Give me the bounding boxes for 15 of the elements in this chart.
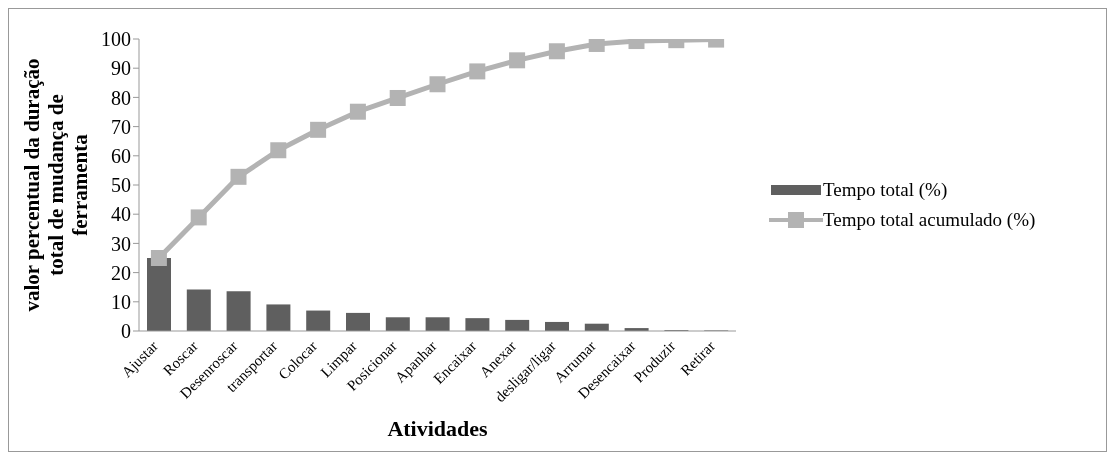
y-tick-label: 20 bbox=[111, 261, 131, 284]
y-tick-label: 100 bbox=[101, 28, 131, 51]
y-tick-label: 10 bbox=[111, 290, 131, 313]
y-tick-label: 60 bbox=[111, 144, 131, 167]
y-axis-title: valor percentual da duração total de mudança de ferramenta bbox=[20, 58, 92, 312]
y-tick-label: 80 bbox=[111, 86, 131, 109]
y-tick-label: 70 bbox=[111, 115, 131, 138]
y-tick-label: 90 bbox=[111, 57, 131, 80]
y-tick-label: 0 bbox=[121, 320, 131, 343]
y-tick-label: 50 bbox=[111, 174, 131, 197]
y-tick-label: 40 bbox=[111, 203, 131, 226]
x-axis-title: Atividades bbox=[387, 416, 489, 441]
legend-label: Tempo total (%) bbox=[823, 179, 948, 201]
legend-label: Tempo total acumulado (%) bbox=[823, 209, 1036, 231]
y-tick-label: 30 bbox=[111, 232, 131, 255]
